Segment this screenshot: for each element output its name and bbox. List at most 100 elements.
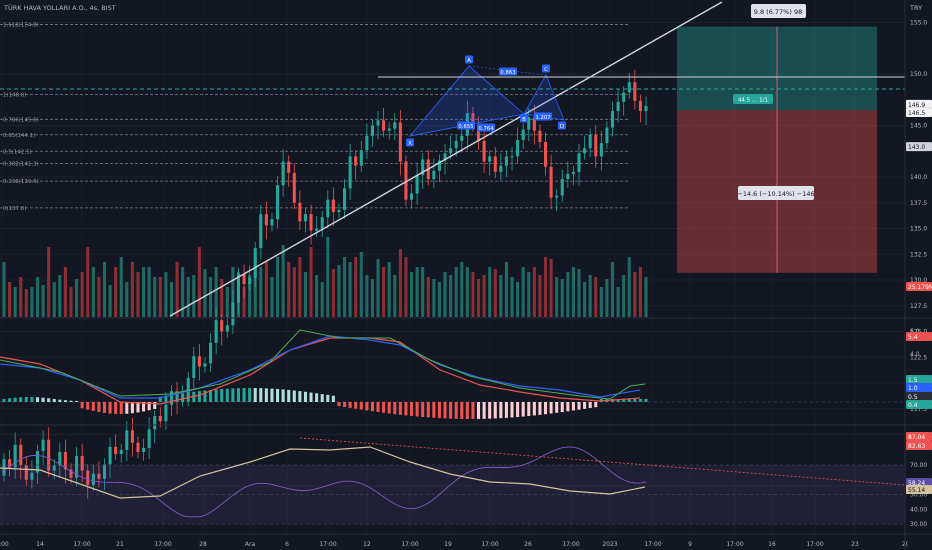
price-tick-label: 140.0 xyxy=(910,174,927,181)
harmonic-pattern[interactable]: X A B C D 0.655 0.764 0.863 1.207 xyxy=(406,55,566,148)
candle-body xyxy=(320,217,324,229)
candle-body xyxy=(30,472,34,480)
macd-value-badge: 0.5 xyxy=(906,392,932,401)
time-tick-label: 17:00 xyxy=(644,541,661,548)
macd-histogram-bar xyxy=(264,388,268,402)
macd-histogram-bar xyxy=(259,388,263,402)
harmonic-ratio-label: 0.863 xyxy=(499,67,517,76)
rsi-value-badge-bg xyxy=(906,478,932,487)
volume-bar xyxy=(610,262,615,317)
candle xyxy=(437,154,441,183)
candle xyxy=(421,153,425,189)
candle xyxy=(153,409,157,444)
candle-body xyxy=(58,452,62,466)
volume-bar xyxy=(499,275,503,317)
macd-histogram-bar xyxy=(214,389,218,402)
price-badge-line: 143.0 xyxy=(906,142,932,152)
price-tick-label: 132.5 xyxy=(910,251,927,258)
macd-histogram-bar xyxy=(102,402,107,413)
harmonic-ratio-bg xyxy=(457,121,475,130)
macd-histogram-bar xyxy=(409,402,414,416)
rsi-tick-label: 70.00 xyxy=(910,462,927,469)
candle-body xyxy=(13,444,17,468)
candle-body xyxy=(125,430,129,450)
candle xyxy=(594,125,598,168)
candle xyxy=(354,150,358,180)
rsi-value-badge: 58.24 xyxy=(906,478,932,487)
macd-histogram-bar xyxy=(2,399,6,402)
candle xyxy=(35,444,40,484)
candle-body xyxy=(387,128,391,131)
candle xyxy=(8,449,12,477)
volume-bar xyxy=(521,267,525,317)
volume-bar xyxy=(354,257,358,317)
harmonic-ratio-text: 0.863 xyxy=(500,70,515,76)
volume-bar xyxy=(622,275,626,317)
time-tick-label: 9 xyxy=(688,541,692,548)
candle xyxy=(298,190,302,231)
volume-bar xyxy=(315,275,319,317)
candle xyxy=(504,150,508,177)
candle xyxy=(303,207,307,233)
time-tick-label: 16 xyxy=(768,541,776,548)
candle xyxy=(264,201,268,240)
volume-bar xyxy=(465,267,469,317)
candle-body xyxy=(326,199,330,218)
candle-body xyxy=(376,120,380,126)
price-badge-line-bg xyxy=(906,108,932,118)
volume-bar xyxy=(197,247,201,317)
price-tick-label: 135.0 xyxy=(910,226,927,233)
candle-body xyxy=(449,148,453,154)
harmonic-ratio-text: 1.207 xyxy=(535,115,550,121)
price-tick-label: 117.5 xyxy=(910,406,927,413)
candle-body xyxy=(560,179,564,196)
fibonacci-retracement[interactable]: 1.618(154.8) 1(148.0) 0.786(145.6) 0.65(144… xyxy=(0,23,628,212)
time-tick-label: 28 xyxy=(199,541,207,548)
candle xyxy=(47,427,51,477)
harmonic-point-label: C xyxy=(542,64,550,73)
candle-body xyxy=(281,161,285,186)
volume-bar xyxy=(370,279,374,317)
macd-histogram-bar xyxy=(365,402,369,411)
volume-bar xyxy=(638,267,642,317)
long-position-tool[interactable]: 9.8 (6.77%) 98 −14.6 (−10.14%) −146 44.5 …… xyxy=(677,4,877,273)
rsi-divergence-line xyxy=(299,437,906,486)
volume-bar xyxy=(437,282,441,317)
volume-bar xyxy=(253,257,257,317)
horizontal-lines[interactable] xyxy=(0,76,905,90)
rsi-value-badge: 87.04 xyxy=(906,432,932,441)
rsi-tick-label: 40.00 xyxy=(910,506,927,513)
volume-bar xyxy=(164,272,168,317)
candle xyxy=(13,432,17,479)
volume-bar xyxy=(443,272,447,317)
price-badge-line-text: 143.0 xyxy=(908,144,925,151)
volume-bar xyxy=(147,267,151,317)
harmonic-point-bg xyxy=(465,55,473,64)
candle-body xyxy=(638,100,642,112)
candle xyxy=(398,110,402,176)
volume-bar xyxy=(192,275,196,317)
candle-body xyxy=(102,464,107,479)
candle xyxy=(577,144,581,186)
candle-body xyxy=(298,202,302,222)
candle xyxy=(549,154,553,209)
macd-value-badge: 1.5 xyxy=(906,375,932,384)
candle xyxy=(376,111,380,140)
candle-body xyxy=(292,172,296,203)
candle-body xyxy=(521,129,525,140)
macd-value-badge-bg xyxy=(906,400,932,409)
macd-histogram-bar xyxy=(594,402,598,408)
volume-bar xyxy=(605,279,609,317)
trend-line[interactable] xyxy=(169,1,723,317)
candle xyxy=(633,69,637,110)
candle-body xyxy=(114,446,118,455)
candle xyxy=(119,443,123,463)
candle xyxy=(493,147,497,179)
macd-histogram-bar xyxy=(8,398,12,402)
macd-histogram-bar xyxy=(499,402,503,419)
volume-bar xyxy=(69,287,73,317)
macd-histogram-bar xyxy=(560,402,564,413)
volume-bar xyxy=(264,262,268,317)
candle xyxy=(214,307,218,355)
